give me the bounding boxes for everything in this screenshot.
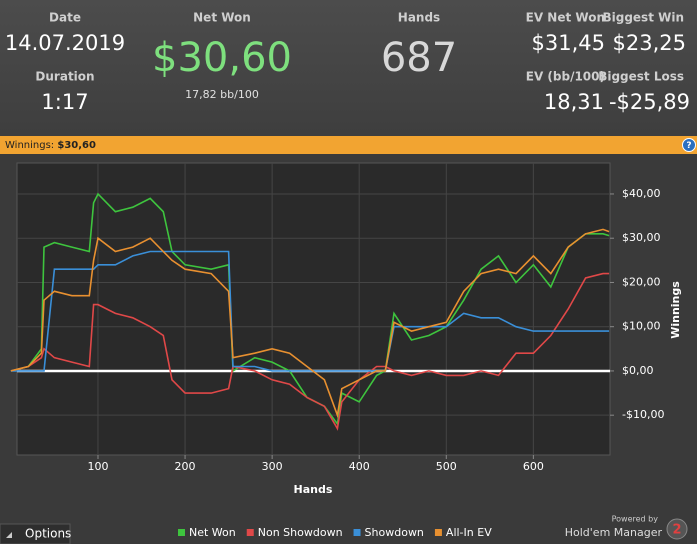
x-tick-label: 500	[436, 460, 457, 473]
winnings-bar	[0, 136, 697, 154]
header-bg	[0, 0, 697, 136]
legend-swatch	[434, 529, 442, 536]
stat-value: -$25,89	[609, 90, 690, 114]
winnings-text: Winnings: $30,60	[5, 140, 96, 151]
stat-value: 14.07.2019	[5, 31, 125, 55]
x-tick-label: 300	[262, 460, 283, 473]
legend-swatch	[353, 529, 361, 536]
series-line	[10, 272, 610, 431]
stat-value: $30,60	[152, 35, 292, 81]
stat-label: EV (bb/100)	[526, 70, 605, 84]
stat-label: Net Won	[193, 11, 251, 25]
y-axis-title: Winnings	[669, 281, 682, 339]
stat-value: 18,31	[544, 90, 604, 114]
legend: Net Won Non Showdown Showdown All-In EV	[178, 526, 492, 539]
y-tick-label: $0,00	[622, 364, 654, 377]
y-tick-label: $30,00	[622, 231, 661, 244]
brand: Hold'em Manager	[565, 526, 663, 539]
options-text[interactable]: Options	[25, 527, 71, 541]
options-button[interactable]	[0, 523, 71, 544]
stat-label: EV Net Won	[526, 11, 605, 25]
stat-value: 687	[381, 35, 457, 81]
winnings-value: $30,60	[57, 140, 96, 151]
stat-value: $31,45	[532, 31, 605, 55]
legend-label: Non Showdown	[258, 526, 343, 539]
stat-sub: 17,82 bb/100	[185, 88, 259, 101]
stat-label: Date	[49, 11, 81, 25]
logo-number: 2	[672, 523, 681, 538]
x-tick-label: 600	[523, 460, 544, 473]
y-tick-label: -$10,00	[622, 408, 664, 421]
options-arrow[interactable]	[6, 532, 12, 538]
stat-label: Hands	[398, 11, 440, 25]
x-tick-label: 100	[87, 460, 108, 473]
legend-label: Showdown	[365, 526, 424, 539]
powered-by: Powered by	[612, 515, 659, 524]
y-tick-label: $10,00	[622, 320, 661, 333]
winnings-label: Winnings:	[5, 140, 54, 151]
stat-label: Duration	[35, 70, 94, 84]
x-tick-label: 400	[349, 460, 370, 473]
x-axis-title: Hands	[294, 483, 333, 496]
help-text[interactable]: ?	[686, 141, 691, 151]
series-line	[10, 228, 610, 419]
stat-label: Biggest Win	[602, 11, 684, 25]
stat-label: Biggest Loss	[598, 70, 684, 84]
stat-value: $23,25	[613, 31, 686, 55]
legend-swatch	[178, 529, 185, 536]
series-line	[10, 192, 610, 427]
stat-value: 1:17	[41, 90, 88, 114]
plot: $40,00 $30,00 $20,00 $10,00 $0,00 -$10,00 100 2…	[10, 163, 664, 473]
y-tick-label: $20,00	[622, 275, 661, 288]
legend-swatch	[246, 529, 254, 536]
x-tick-label: 200	[175, 460, 196, 473]
help-icon[interactable]	[682, 138, 696, 152]
logo	[666, 518, 688, 540]
legend-label: All-In EV	[446, 526, 492, 539]
y-tick-label: $40,00	[622, 187, 661, 200]
legend-label: Net Won	[189, 526, 236, 539]
